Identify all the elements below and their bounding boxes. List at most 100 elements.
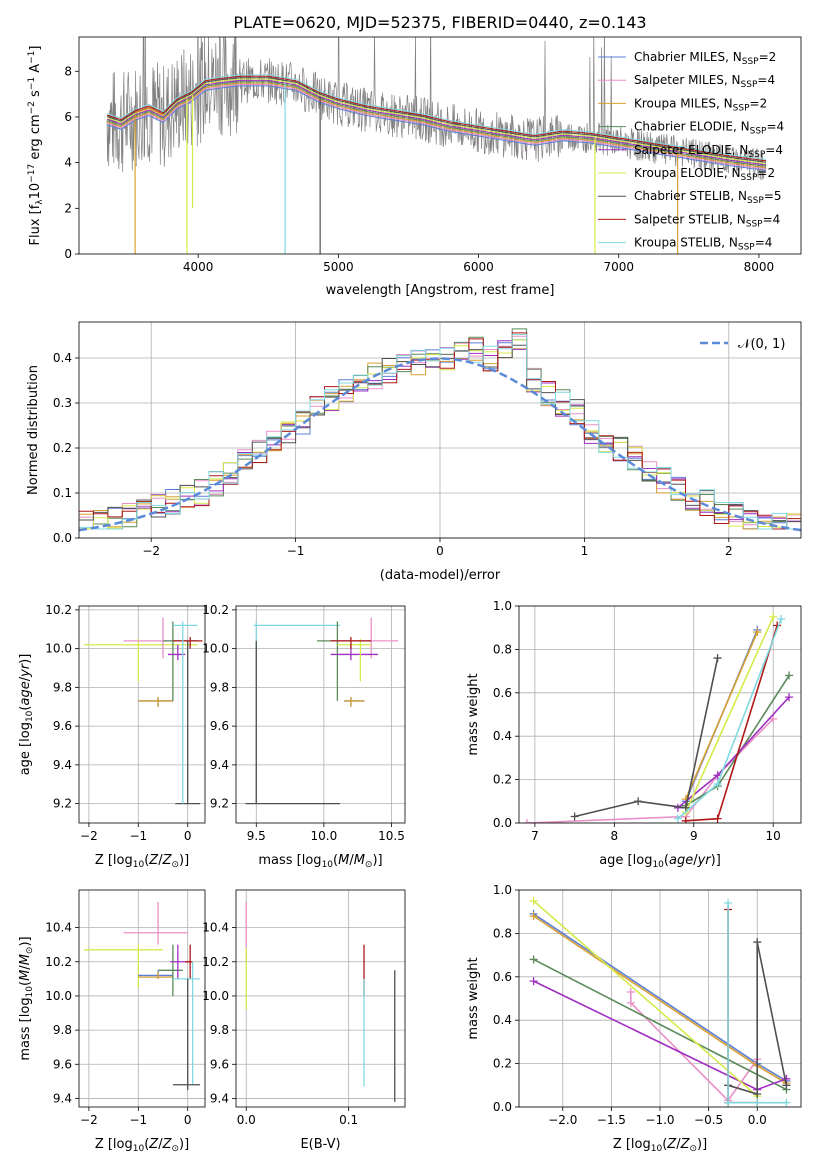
mass-weight-marker [673,814,682,823]
mass_vs_Z-x-label: Z [log10(Z/Z⊙)] [95,1137,189,1154]
legend-tail: =2 [750,96,768,110]
legend-tail: =2 [759,50,777,64]
y-tick-label: 9.2 [210,797,229,811]
mass_vs_EBV-x-label: E(B-V) [300,1137,340,1152]
legend-label: Chabrier STELIB, NSSP=5 [634,189,782,206]
x-tick-label: −1 [129,1113,147,1127]
mass_vs_Z-axes: −2 −1 0 9.4 9.6 9.8 10.0 10.2 10.4 [45,890,205,1127]
mass_vs_EBV-frame [235,889,406,1108]
y-tick-label: 9.2 [53,797,72,811]
age_vs_mass-axes: 9.5 10.0 10.5 9.2 9.4 9.6 9.8 10.0 10.2 [202,603,405,843]
mass-weight-marker [529,896,538,905]
residuals-axes: −2 −1 0 1 2 0.0 0.1 0.2 0.3 0.4 [53,322,801,558]
x-tick-label: −2 [80,1113,98,1127]
y-tick-label: 9.4 [210,758,229,772]
model-line [106,74,767,160]
mass-weight-marker [626,998,635,1007]
y-tick-label: 0.4 [493,1013,512,1027]
model-line [106,85,767,171]
y-tick-label: 9.4 [210,1091,229,1105]
y-tick-label: 10.4 [45,921,72,935]
legend-label: Kroupa STELIB, NSSP=4 [634,236,772,253]
x-tick-label: 1 [581,544,589,558]
y-tick-label: 10.0 [202,642,229,656]
y-tick-label: 0.4 [493,729,512,743]
y-tick-label: 9.6 [53,719,72,733]
y-tick-label: 1.0 [493,599,512,613]
legend-label: Salpeter ELODIE, NSSP=4 [634,143,783,160]
mass_vs_Z-frame [78,889,206,1108]
x-tick-label: 2 [725,544,733,558]
residual-histograms [79,328,801,532]
mass-weight-marker [785,693,794,702]
x-tick-label: −1.5 [597,1113,626,1127]
x-tick-label: 7000 [603,260,634,274]
y-tick-label: 0.2 [53,441,72,455]
y-tick-label: 9.8 [53,680,72,694]
x-tick-label: −1.0 [645,1113,674,1127]
model-line [106,77,767,163]
y-tick-label: 0.1 [53,486,72,500]
y-tick-label: 0.2 [493,773,512,787]
mass-weight-marker [713,654,722,663]
age_vs_Z-frame [78,605,206,824]
observed-spectrum-line [106,37,767,181]
y-tick-label: 0.0 [493,816,512,830]
mass-weight-marker [713,814,722,823]
x-tick-label: −2 [80,829,98,843]
legend-tail: =4 [766,120,784,134]
y-tick-label: 9.6 [210,1057,229,1071]
spectrum-frame [78,36,802,255]
mass-weight-marker [529,955,538,964]
y-tick-label: 10.0 [202,989,229,1003]
model-line [106,78,767,164]
y-tick-label: 9.6 [210,719,229,733]
legend-tail: =4 [757,73,775,87]
mass-weight-line [630,992,758,1102]
spectrum-x-label: wavelength [Angstrom, rest frame] [326,283,555,298]
legend-tail: =4 [763,212,781,226]
y-tick-label: 0.3 [53,396,72,410]
mass-weight-marker [782,1081,791,1090]
x-tick-label: 8 [611,829,619,843]
y-tick-label: 0.8 [493,642,512,656]
spectrum-y-label: Flux [fλ10−17 erg cm−2 s−1 A−1] [27,46,45,246]
figure-title: PLATE=0620, MJD=52375, FIBERID=0440, z=0… [233,13,646,32]
x-tick-label: −0.5 [694,1113,723,1127]
mass-weight-marker [724,899,733,908]
model-line [106,81,767,167]
y-tick-label: 9.4 [53,1091,72,1105]
legend-sub: SSP [733,103,750,113]
age_vs_mass-frame [235,605,406,824]
legend-label: Kroupa ELODIE, NSSP=2 [634,166,775,183]
mass-weight-marker [753,938,762,947]
mass-weight-marker [570,812,579,821]
legend-tail: =5 [764,189,782,203]
legend-sub: SSP [742,57,759,67]
x-tick-label: −1 [287,544,305,558]
y-tick-label: 10.2 [202,603,229,617]
y-tick-label: 8 [64,64,72,78]
y-tick-label: 9.8 [53,1023,72,1037]
y-tick-label: 0.0 [493,1100,512,1114]
mass_vs_EBV-points [245,901,396,1102]
x-tick-label: −1 [129,829,147,843]
y-tick-label: 0.0 [53,531,72,545]
mass-weight-marker [782,1098,791,1107]
x-tick-label: 5000 [323,260,354,274]
y-tick-label: 0.2 [493,1057,512,1071]
legend-tail: =4 [765,143,783,157]
y-tick-label: 0.6 [493,970,512,984]
mass-weight-marker [522,819,531,823]
mass-weight-marker [753,628,762,637]
mass-weight-marker [681,803,690,812]
mass-weight-line [727,903,787,1104]
age_vs_Z-x-label: Z [log10(Z/Z⊙)] [95,853,189,870]
legend-sub: SSP [741,173,758,183]
legend-label: Chabrier MILES, NSSP=2 [634,50,776,67]
mass-weight-marker [529,912,538,921]
x-tick-label: 0 [436,544,444,558]
x-tick-label: 10.5 [378,829,405,843]
legend-sub: SSP [738,243,755,253]
